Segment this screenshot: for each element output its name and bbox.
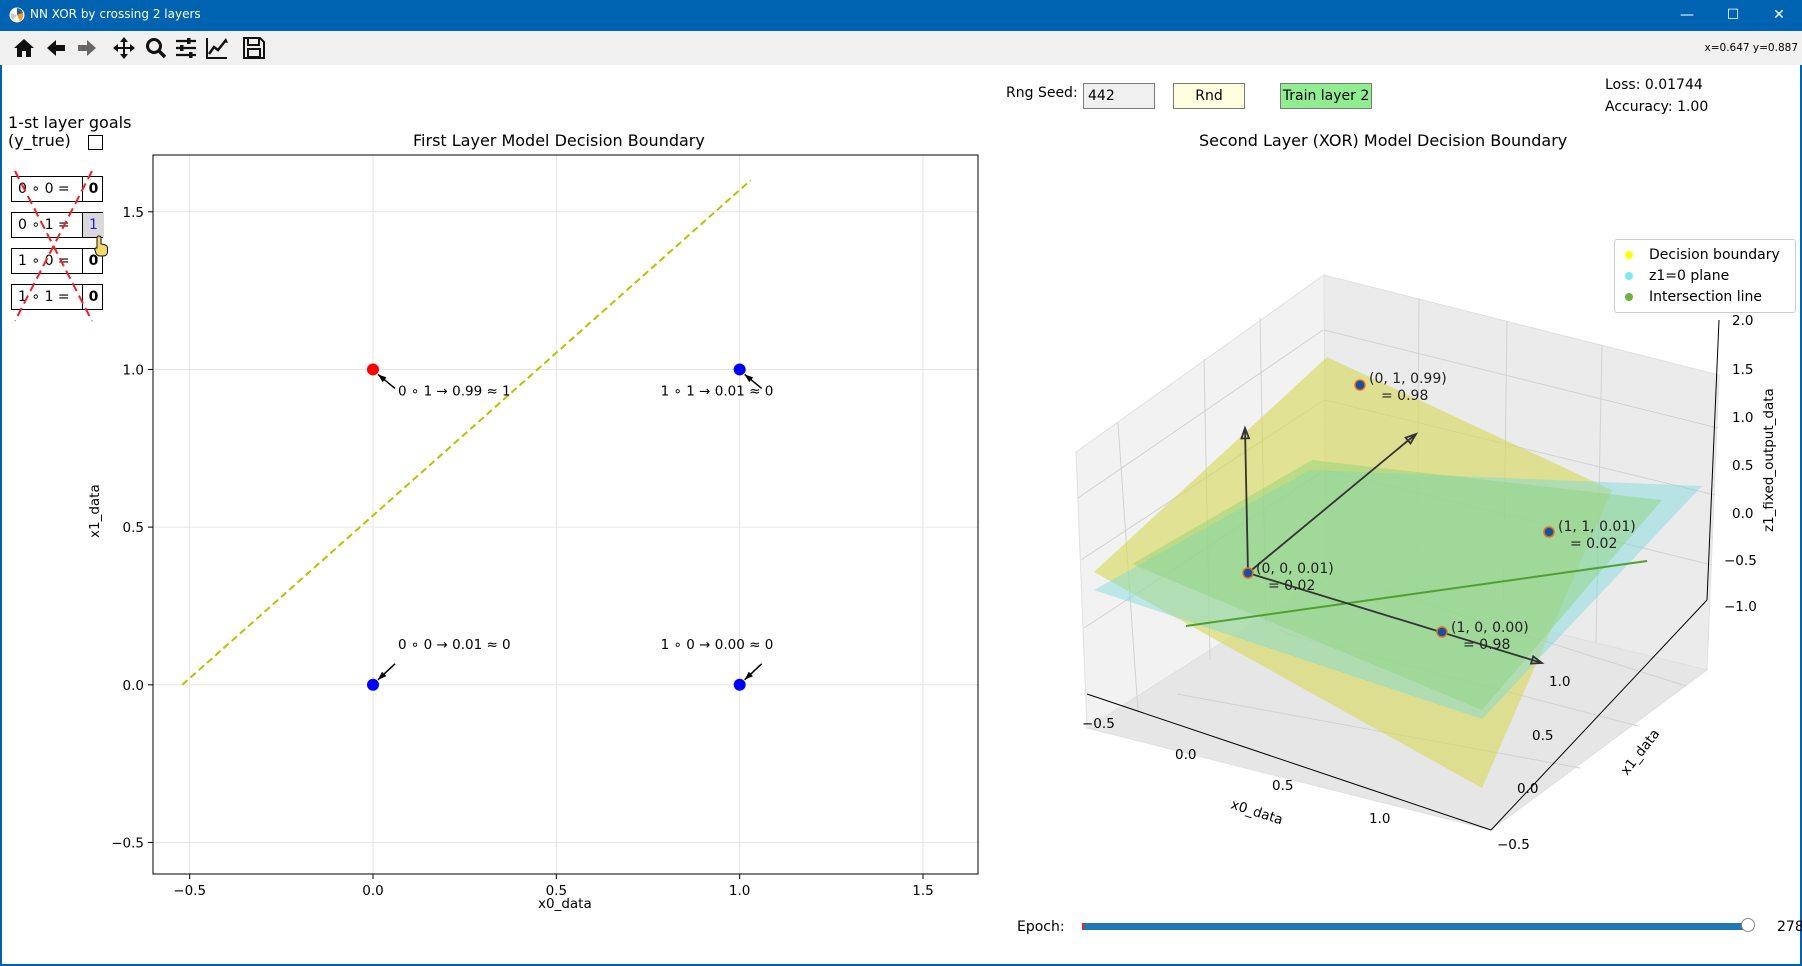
chart1-decision-boundary-line xyxy=(182,180,750,685)
title-bar: NN XOR by crossing 2 layers — ☐ ✕ xyxy=(0,0,1802,31)
chart1-data-point xyxy=(734,679,746,691)
chart1-xtick-label: −0.5 xyxy=(173,883,206,899)
maximize-button[interactable]: ☐ xyxy=(1710,0,1756,31)
chart2-ztick-label: −0.5 xyxy=(1724,553,1757,569)
toolbar xyxy=(0,31,1802,66)
chart2-ytick-label: 0.0 xyxy=(1517,781,1538,797)
chart2-ztick-label: 0.0 xyxy=(1732,506,1753,522)
app-icon xyxy=(9,7,25,23)
chart1-ytick-label: 0.0 xyxy=(123,678,144,694)
legend-item-decision-boundary: Decision boundary xyxy=(1625,247,1780,265)
legend-item-intersection-line: Intersection line xyxy=(1625,289,1762,307)
minimize-button[interactable]: — xyxy=(1664,0,1710,31)
cursor-coordinates: x=0.647 y=0.887 xyxy=(1705,42,1798,54)
chart1-point-label: 0 ∘ 0 → 0.01 ≈ 0 xyxy=(398,637,511,653)
chart1-data-point xyxy=(367,363,379,375)
chart2-ytick-label: 0.5 xyxy=(1532,728,1553,744)
chart2-ytick-label: 1.0 xyxy=(1549,674,1570,690)
zoom-icon[interactable] xyxy=(143,35,169,61)
chart2-ztick-label: 1.5 xyxy=(1732,362,1753,378)
chart2-ztick-label: 1.0 xyxy=(1732,410,1753,426)
epoch-slider-start-marker xyxy=(1082,923,1084,930)
chart2-point-value: = 0.02 xyxy=(1268,578,1315,594)
chart1-ytick-label: −0.5 xyxy=(111,835,144,851)
chart1-point-label: 1 ∘ 0 → 0.00 ≈ 0 xyxy=(661,637,774,653)
chart2-plot[interactable]: (0, 0, 0.01)= 0.02(0, 1, 0.99)= 0.98(1, … xyxy=(1002,65,1800,945)
chart2-zlabel: z1_fixed_output_data xyxy=(1761,388,1777,532)
chart1-point-label: 0 ∘ 1 → 0.99 ≈ 1 xyxy=(398,383,511,399)
chart1-xtick-label: 1.5 xyxy=(912,883,933,899)
figure-canvas: 1-st layer goals (y_true) 0 ∘ 0 = 0 0 ∘ … xyxy=(0,65,1802,966)
chart2-legend: Decision boundary z1=0 plane Intersectio… xyxy=(1614,239,1796,313)
chart1-ytick-label: 0.5 xyxy=(123,520,144,536)
chart2-ztick-label: −1.0 xyxy=(1724,599,1757,615)
legend-item-z1-plane: z1=0 plane xyxy=(1625,268,1729,286)
chart2-ztick-label: 0.5 xyxy=(1732,458,1753,474)
chart1-ytick-label: 1.5 xyxy=(123,205,144,221)
chart1-xlabel: x0_data xyxy=(538,896,592,912)
configure-subplots-icon[interactable] xyxy=(173,35,199,61)
epoch-value: 278 xyxy=(1777,919,1802,935)
chart1-frame xyxy=(153,155,978,874)
epoch-slider-track[interactable] xyxy=(1082,923,1748,930)
chart2-xlabel: x0_data xyxy=(1229,797,1285,829)
epoch-label: Epoch: xyxy=(1017,919,1065,935)
home-icon[interactable] xyxy=(11,35,37,61)
chart2-xtick-label: 0.0 xyxy=(1175,747,1196,763)
epoch-slider-fill xyxy=(1082,923,1748,930)
chart2-data-point xyxy=(1437,627,1447,637)
chart2-point-label: (0, 0, 0.01) xyxy=(1256,561,1334,577)
chart2-point-value: = 0.98 xyxy=(1463,637,1510,653)
chart1-point-label: 1 ∘ 1 → 0.01 ≈ 0 xyxy=(661,383,774,399)
chart2-data-point xyxy=(1243,568,1253,578)
chart2-point-label: (1, 0, 0.00) xyxy=(1451,620,1529,636)
chart2-data-point xyxy=(1544,527,1554,537)
pan-icon[interactable] xyxy=(111,35,137,61)
window-title: NN XOR by crossing 2 layers xyxy=(30,7,201,21)
chart1-data-point xyxy=(734,363,746,375)
chart2-point-label: (0, 1, 0.99) xyxy=(1369,371,1447,387)
chart2-xtick-label: 0.5 xyxy=(1272,778,1293,794)
chart2-xtick-label: 1.0 xyxy=(1369,811,1390,827)
edit-axis-icon[interactable] xyxy=(204,35,230,61)
chart1-plot[interactable]: −0.5 0.0 0.5 1.0 1.5 −0.5 0.0 0.5 1.0 1.5 0 ∘ 0 → … xyxy=(2,65,1002,966)
epoch-slider-handle[interactable] xyxy=(1741,918,1755,932)
chart2-point-label: (1, 1, 0.01) xyxy=(1558,519,1636,535)
close-button[interactable]: ✕ xyxy=(1756,0,1802,31)
chart2-xtick-label: −0.5 xyxy=(1082,716,1115,732)
chart1-ylabel: x1_data xyxy=(87,484,103,538)
back-icon[interactable] xyxy=(43,35,69,61)
chart1-xtick-label: 0.0 xyxy=(362,883,383,899)
chart2-ytick-label: −0.5 xyxy=(1497,837,1530,853)
chart1-data-point xyxy=(367,679,379,691)
chart2-point-value: = 0.98 xyxy=(1381,388,1428,404)
chart2-ztick-label: 2.0 xyxy=(1732,313,1753,329)
chart2-ylabel: x1_data xyxy=(1618,726,1664,778)
chart1-xtick-label: 1.0 xyxy=(729,883,750,899)
save-icon[interactable] xyxy=(241,35,267,61)
chart2-data-point xyxy=(1355,380,1365,390)
forward-icon[interactable] xyxy=(74,35,100,61)
chart2-point-value: = 0.02 xyxy=(1570,536,1617,552)
chart1-ytick-label: 1.0 xyxy=(123,362,144,378)
